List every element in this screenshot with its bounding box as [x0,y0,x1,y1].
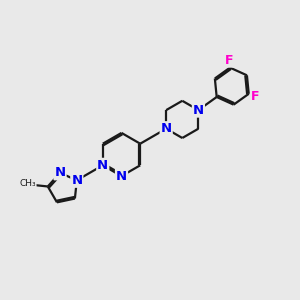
Text: N: N [160,122,172,135]
Text: N: N [97,159,108,172]
Text: F: F [251,90,260,104]
Text: N: N [55,166,66,179]
Text: F: F [225,54,233,67]
Text: N: N [71,174,82,187]
Text: N: N [116,169,127,183]
Text: N: N [193,103,204,117]
Text: CH₃: CH₃ [20,179,36,188]
